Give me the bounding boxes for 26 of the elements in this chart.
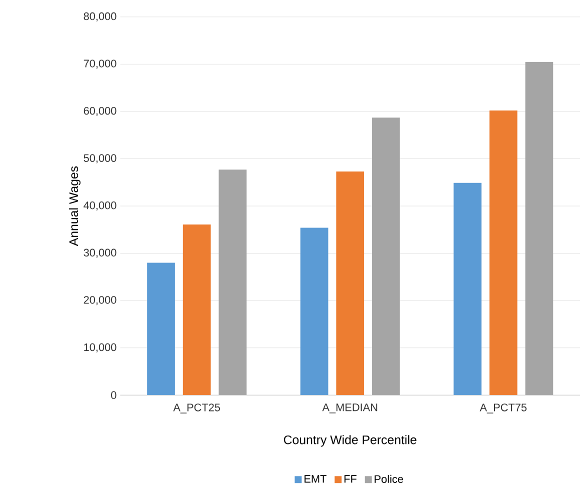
- y-tick-label: 40,000: [84, 202, 116, 211]
- bar: [147, 262, 175, 396]
- x-tick-label: A_PCT25: [173, 404, 220, 414]
- x-axis-title: Country Wide Percentile: [284, 435, 416, 447]
- y-tick-label: 50,000: [84, 154, 116, 164]
- bar: [372, 118, 400, 396]
- bar: [454, 183, 482, 396]
- y-tick-label: 80,000: [84, 12, 116, 22]
- y-tick-label: 0: [111, 391, 116, 400]
- y-tick-label: 60,000: [84, 107, 116, 116]
- y-tick-label: 30,000: [84, 248, 116, 258]
- x-tick-label: A_PCT75: [480, 404, 527, 414]
- y-axis-title: Annual Wages: [68, 166, 81, 246]
- y-tick-label: 20,000: [84, 296, 116, 306]
- y-tick-label: 10,000: [84, 344, 116, 353]
- bar: [300, 228, 328, 396]
- legend-label: FF: [344, 475, 356, 483]
- bar: [218, 170, 247, 396]
- bar: [336, 172, 364, 396]
- bar: [182, 224, 211, 396]
- legend-label: EMT: [304, 475, 326, 483]
- bar: [525, 62, 554, 396]
- bar: [489, 110, 518, 396]
- y-tick-label: 70,000: [84, 60, 116, 69]
- legend-label: Police: [374, 475, 404, 484]
- x-tick-label: A_MEDIAN: [322, 404, 378, 414]
